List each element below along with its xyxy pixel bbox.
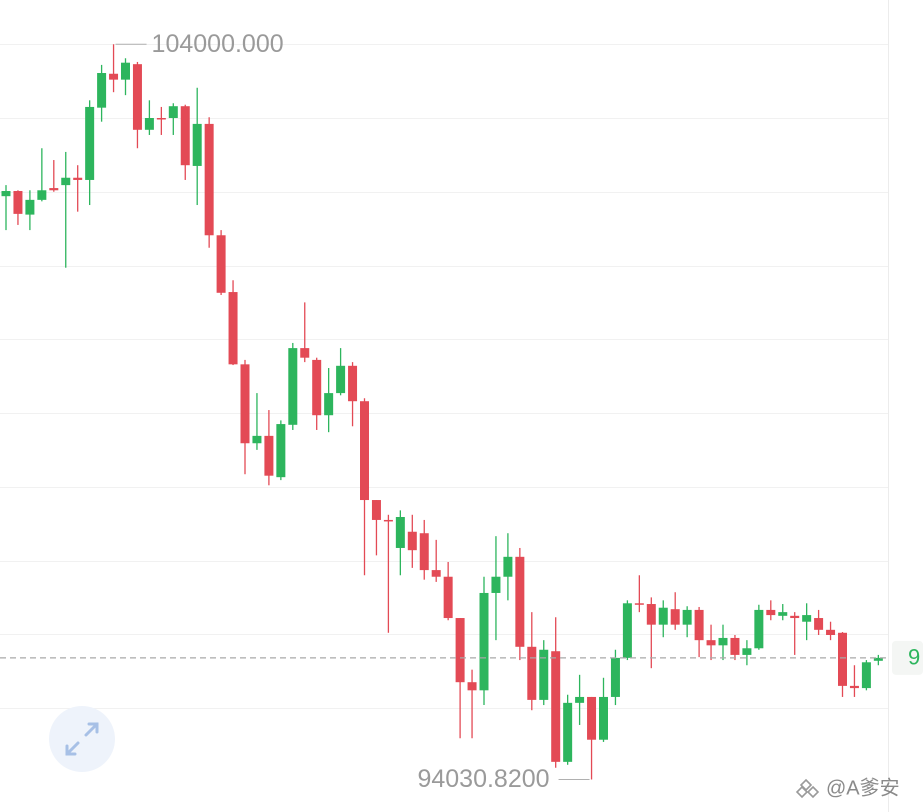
candle-body — [395, 516, 405, 548]
candle-body — [204, 123, 214, 236]
last-price-tag: 9 — [908, 645, 920, 670]
candle-body — [192, 123, 202, 166]
watermark: @A爹安 — [795, 776, 900, 799]
expand-button-bg[interactable] — [49, 706, 115, 772]
candle-body — [312, 359, 322, 416]
candle-body — [109, 73, 119, 80]
candle-body — [491, 576, 501, 593]
candle-body — [575, 696, 585, 703]
candle-body — [479, 592, 489, 691]
candle-body — [443, 576, 453, 619]
candle-body — [276, 424, 286, 478]
overlay: 104000.000 94030.8200 9 — [0, 30, 923, 793]
candle-body — [861, 662, 871, 689]
candle-body — [455, 618, 465, 683]
candle-body — [515, 556, 525, 647]
candle-body — [718, 637, 728, 646]
candle-body — [838, 632, 847, 686]
candle-body — [790, 615, 800, 619]
candle-body — [61, 177, 71, 186]
candle-body — [706, 640, 716, 646]
expand-icon — [65, 722, 99, 756]
candle-body — [336, 365, 346, 394]
candle-body — [85, 106, 95, 180]
candle-body — [324, 393, 334, 416]
watermark-text: @A爹安 — [826, 776, 900, 799]
candle-body — [288, 348, 298, 425]
candle-body — [1, 191, 11, 197]
candle-body — [814, 618, 824, 630]
candle-body — [563, 702, 573, 762]
candle-body — [37, 190, 47, 200]
candle-body — [873, 657, 883, 661]
candle-body — [168, 106, 178, 119]
candle-body — [431, 570, 441, 577]
candle-body — [766, 609, 776, 616]
candle-body — [730, 637, 740, 655]
candle-body — [587, 696, 597, 740]
candle-body — [252, 435, 262, 444]
candle-body — [360, 401, 369, 501]
candle-body — [383, 519, 393, 522]
candle-body — [228, 292, 238, 365]
candle-body — [97, 73, 107, 108]
candle-body — [419, 533, 429, 571]
candle-body — [144, 118, 154, 130]
candle-body — [73, 177, 83, 180]
candle-body — [802, 615, 812, 622]
candle-body — [610, 657, 620, 697]
candle-body — [658, 607, 668, 625]
candle-body — [300, 348, 310, 358]
candle-body — [634, 603, 644, 605]
candle-body — [778, 612, 788, 616]
candle-body — [826, 629, 836, 635]
candle-body — [682, 609, 692, 625]
candle-body — [742, 648, 752, 655]
candle-body — [694, 609, 704, 641]
candle-body — [348, 365, 358, 402]
candles — [1, 44, 883, 780]
candle-body — [646, 604, 656, 625]
candle-body — [551, 651, 561, 762]
candle-body — [264, 435, 274, 476]
low-label: 94030.8200 — [417, 765, 549, 793]
candle-body — [216, 235, 226, 293]
candle-body — [849, 685, 859, 689]
candle-body — [132, 64, 142, 130]
candle-body — [599, 696, 608, 740]
candle-body — [49, 188, 59, 191]
candle-body — [156, 118, 166, 120]
candle-body — [527, 646, 537, 700]
candle-body — [371, 500, 381, 520]
candle-body — [407, 531, 417, 551]
candle-body — [25, 199, 35, 215]
candle-body — [180, 106, 190, 166]
candle-body — [13, 191, 23, 214]
candle-body — [754, 609, 764, 649]
candle-body — [240, 364, 250, 444]
candle-body — [622, 603, 632, 658]
candle-body — [121, 62, 130, 80]
candle-body — [670, 609, 680, 625]
high-label: 104000.000 — [152, 30, 284, 58]
last-price-tag-bg — [892, 640, 923, 675]
candle-body — [467, 682, 477, 691]
watermark-icon — [795, 778, 820, 799]
expand-button[interactable] — [49, 706, 115, 772]
candle-body — [539, 649, 549, 700]
candle-body — [503, 556, 513, 577]
